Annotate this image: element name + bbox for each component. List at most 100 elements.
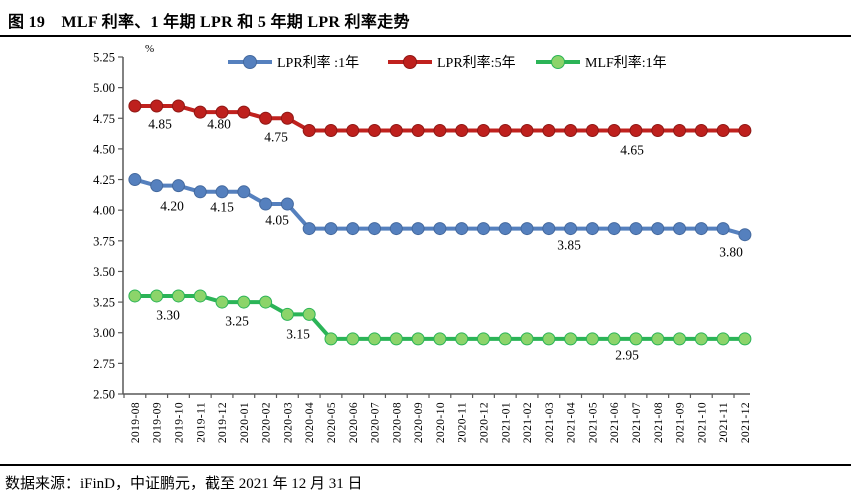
- x-tick-label: 2020-04: [304, 402, 316, 443]
- data-label: 3.15: [286, 327, 310, 342]
- figure-title: 图 19 MLF 利率、1 年期 LPR 和 5 年期 LPR 利率走势: [0, 0, 851, 37]
- legend-marker-swatch: [403, 55, 417, 69]
- data-point-mlf-1y-2019-11: [193, 289, 207, 303]
- data-point-lpr-5y-2020-02: [259, 111, 273, 125]
- x-tick-label: 2020-06: [348, 402, 360, 443]
- x-tick-label: 2020-01: [239, 402, 251, 443]
- y-tick-label: 3.50: [93, 265, 115, 279]
- data-point-lpr-1y-2020-01: [237, 185, 251, 199]
- data-point-mlf-1y-2020-05: [324, 332, 338, 346]
- data-point-lpr-1y-2020-04: [302, 222, 316, 236]
- data-point-mlf-1y-2020-09: [411, 332, 425, 346]
- data-point-lpr-5y-2019-11: [193, 105, 207, 119]
- x-tick-label: 2021-04: [566, 402, 578, 443]
- data-label: 4.80: [207, 117, 231, 132]
- legend-label: LPR利率:5年: [437, 54, 516, 71]
- y-tick-label: 4.75: [93, 112, 115, 126]
- data-point-mlf-1y-2019-10: [171, 289, 185, 303]
- data-point-lpr-5y-2020-12: [476, 124, 490, 138]
- data-point-lpr-1y-2021-03: [542, 222, 556, 236]
- x-tick-label: 2021-07: [631, 402, 643, 443]
- x-tick-label: 2021-03: [544, 402, 556, 443]
- data-label: 4.75: [264, 130, 288, 145]
- data-point-lpr-1y-2019-09: [150, 179, 164, 193]
- data-point-mlf-1y-2020-11: [455, 332, 469, 346]
- data-point-mlf-1y-2021-07: [629, 332, 643, 346]
- x-tick-label: 2020-12: [478, 402, 490, 443]
- data-point-lpr-5y-2021-11: [716, 124, 730, 138]
- data-point-lpr-5y-2021-03: [542, 124, 556, 138]
- x-tick-label: 2020-05: [326, 402, 338, 443]
- data-point-lpr-1y-2020-05: [324, 222, 338, 236]
- x-tick-label: 2021-06: [609, 402, 621, 443]
- data-point-mlf-1y-2019-09: [150, 289, 164, 303]
- data-point-lpr-5y-2021-12: [738, 124, 752, 138]
- data-point-lpr-1y-2019-08: [128, 173, 142, 187]
- data-point-lpr-5y-2019-09: [150, 99, 164, 113]
- data-point-lpr-1y-2021-08: [651, 222, 665, 236]
- data-point-lpr-1y-2020-12: [476, 222, 490, 236]
- data-point-mlf-1y-2020-02: [259, 295, 273, 309]
- data-point-mlf-1y-2020-06: [346, 332, 360, 346]
- y-tick-label: 3.00: [93, 326, 115, 340]
- y-tick-label: 2.75: [93, 357, 115, 371]
- x-tick-label: 2020-11: [457, 402, 469, 443]
- data-point-lpr-5y-2021-09: [673, 124, 687, 138]
- data-point-lpr-5y-2021-08: [651, 124, 665, 138]
- data-point-lpr-5y-2021-10: [694, 124, 708, 138]
- y-tick-label: 4.00: [93, 204, 115, 218]
- x-tick-label: 2021-09: [675, 402, 687, 443]
- data-point-mlf-1y-2021-03: [542, 332, 556, 346]
- data-point-lpr-5y-2020-03: [280, 111, 294, 125]
- x-tick-label: 2020-08: [391, 402, 403, 443]
- data-point-lpr-1y-2021-09: [673, 222, 687, 236]
- data-point-lpr-1y-2021-05: [585, 222, 599, 236]
- x-tick-label: 2021-05: [587, 402, 599, 443]
- x-tick-label: 2021-08: [653, 402, 665, 443]
- data-label: 3.80: [719, 245, 743, 260]
- data-point-mlf-1y-2021-10: [694, 332, 708, 346]
- data-point-lpr-5y-2019-10: [171, 99, 185, 113]
- data-point-lpr-1y-2019-12: [215, 185, 229, 199]
- data-point-lpr-5y-2021-05: [585, 124, 599, 138]
- legend-item-mlf-1y: MLF利率:1年: [536, 54, 667, 71]
- data-point-lpr-5y-2020-09: [411, 124, 425, 138]
- data-point-lpr-1y-2021-06: [607, 222, 621, 236]
- data-label: 4.15: [210, 200, 234, 215]
- data-point-lpr-1y-2021-02: [520, 222, 534, 236]
- legend-marker-swatch: [551, 55, 565, 69]
- data-point-lpr-1y-2020-09: [411, 222, 425, 236]
- data-label: 4.65: [620, 143, 644, 158]
- data-point-lpr-1y-2019-10: [171, 179, 185, 193]
- data-point-lpr-1y-2021-07: [629, 222, 643, 236]
- x-tick-label: 2021-01: [500, 402, 512, 443]
- x-tick-label: 2020-09: [413, 402, 425, 443]
- x-tick-label: 2019-09: [152, 402, 164, 443]
- data-point-mlf-1y-2020-08: [389, 332, 403, 346]
- y-tick-label: 4.25: [93, 173, 115, 187]
- data-point-lpr-5y-2019-08: [128, 99, 142, 113]
- data-point-mlf-1y-2021-01: [498, 332, 512, 346]
- data-label: 3.85: [557, 238, 581, 253]
- data-point-mlf-1y-2020-10: [433, 332, 447, 346]
- data-point-mlf-1y-2021-08: [651, 332, 665, 346]
- data-point-lpr-1y-2021-01: [498, 222, 512, 236]
- data-point-mlf-1y-2019-12: [215, 295, 229, 309]
- data-point-mlf-1y-2021-02: [520, 332, 534, 346]
- x-tick-label: 2020-03: [282, 402, 294, 443]
- data-point-mlf-1y-2020-01: [237, 295, 251, 309]
- data-point-mlf-1y-2021-04: [564, 332, 578, 346]
- data-point-lpr-1y-2020-07: [368, 222, 382, 236]
- y-tick-label: 5.00: [93, 81, 115, 95]
- data-point-lpr-5y-2021-04: [564, 124, 578, 138]
- x-tick-label: 2019-11: [195, 402, 207, 443]
- data-point-mlf-1y-2021-05: [585, 332, 599, 346]
- x-tick-label: 2020-02: [261, 402, 273, 443]
- data-label: 3.30: [156, 308, 180, 323]
- data-point-mlf-1y-2021-11: [716, 332, 730, 346]
- y-tick-label: 5.25: [93, 51, 115, 65]
- data-point-lpr-5y-2020-07: [368, 124, 382, 138]
- y-tick-label: 3.75: [93, 234, 115, 248]
- data-point-mlf-1y-2020-04: [302, 307, 316, 321]
